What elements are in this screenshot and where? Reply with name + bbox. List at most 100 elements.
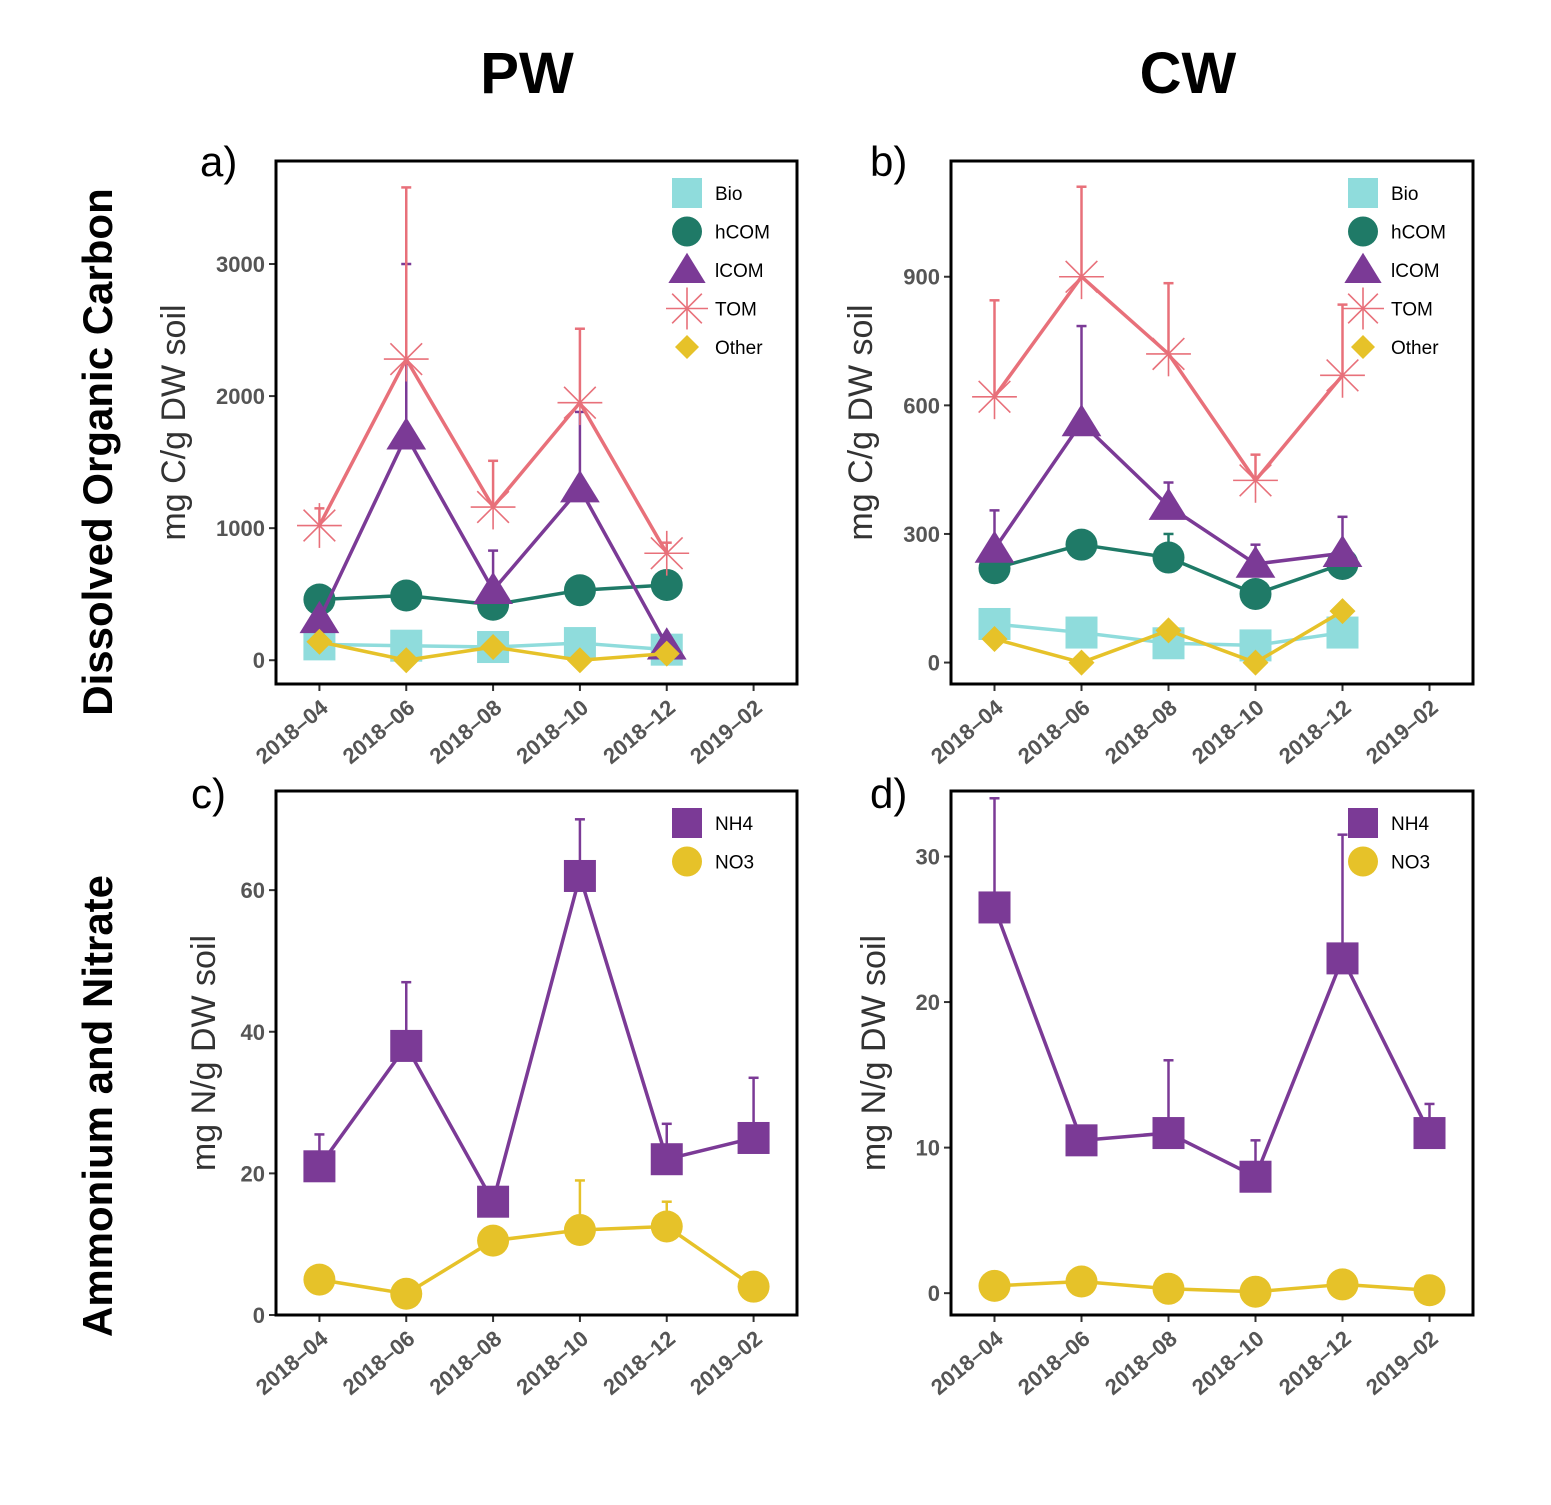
- y-tick-label: 600: [903, 393, 940, 418]
- data-point-lcom: [386, 417, 427, 450]
- series-tom: [297, 186, 690, 576]
- legend-key-other: [1351, 335, 1375, 359]
- y-tick-label: 40: [241, 1020, 265, 1045]
- legend-label: lCOM: [1391, 261, 1440, 282]
- asterisk-stroke: [1152, 337, 1185, 371]
- data-point-tom: [297, 503, 342, 548]
- data-point-nh4: [1152, 1117, 1185, 1150]
- series-lcom: [974, 324, 1363, 578]
- data-point-hcom: [1065, 528, 1098, 561]
- y-tick-label: 20: [916, 990, 940, 1015]
- legend-label: Bio: [715, 184, 742, 205]
- row-title-doc: Dissolved Organic Carbon: [74, 188, 121, 715]
- asterisk-stroke: [1239, 463, 1272, 497]
- data-point-no3: [650, 1210, 683, 1243]
- legend-label: Bio: [1391, 184, 1418, 205]
- x-tick-label: 2018–12: [598, 695, 680, 769]
- asterisk-stroke: [303, 509, 336, 542]
- data-point-other: [480, 634, 507, 661]
- x-tick-label: 2018–04: [926, 694, 1008, 769]
- asterisk-stroke: [978, 380, 1011, 414]
- asterisk-stroke: [1347, 293, 1379, 324]
- legend-label: NH4: [1391, 814, 1429, 835]
- data-point-tom: [383, 336, 429, 382]
- legend-key-tom: [666, 287, 708, 330]
- data-point-nh4: [303, 1150, 336, 1183]
- data-point-nh4: [1065, 1124, 1098, 1157]
- series-other: [306, 628, 680, 674]
- data-point-no3: [477, 1224, 510, 1257]
- y-axis-label: mg C/g DW soil: [842, 304, 880, 540]
- x-tick-label: 2018–10: [1187, 695, 1269, 769]
- legend-key-bio: [1348, 178, 1378, 208]
- data-point-lcom: [1322, 534, 1363, 568]
- data-point-hcom: [650, 568, 683, 601]
- series-line: [319, 1224, 755, 1296]
- series-nh4: [303, 818, 770, 1218]
- series-other: [981, 598, 1356, 676]
- x-tick-label: 2019–02: [685, 695, 767, 769]
- row-title-ammonium-nitrate: Ammonium and Nitrate: [74, 875, 121, 1337]
- data-point-no3: [563, 1214, 596, 1247]
- data-point-no3: [737, 1270, 770, 1303]
- data-point-no3: [1413, 1274, 1446, 1307]
- legend: Bio hCOM lCOM TOM Other: [1342, 178, 1446, 359]
- data-point-lcom: [560, 470, 600, 503]
- legend-label: NO3: [1391, 853, 1430, 874]
- panel-label: d): [870, 770, 907, 817]
- data-point-hcom: [1152, 541, 1185, 574]
- series-hcom: [978, 528, 1359, 610]
- data-point-lcom: [473, 571, 513, 605]
- data-point-nh4: [1239, 1160, 1272, 1193]
- data-point-hcom: [1239, 577, 1272, 610]
- asterisk-stroke: [563, 386, 597, 420]
- legend-key-other: [675, 335, 699, 359]
- data-point-lcom: [974, 530, 1015, 563]
- x-tick-label: 2018–06: [1013, 695, 1095, 769]
- series-nh4: [978, 797, 1446, 1193]
- x-tick-label: 2018–08: [1100, 695, 1182, 769]
- data-point-tom: [644, 530, 690, 576]
- legend-key-hcom: [672, 216, 702, 247]
- legend-label: Other: [1391, 338, 1439, 359]
- panel-label: b): [870, 138, 907, 185]
- y-tick-label: 900: [903, 265, 940, 290]
- data-point-nh4: [737, 1121, 770, 1154]
- legend-key-bio: [672, 178, 702, 208]
- y-tick-label: 0: [253, 648, 265, 673]
- legend-label: hCOM: [715, 223, 770, 244]
- legend-key-lcom: [1344, 252, 1382, 283]
- x-tick-label: 2018–08: [425, 1326, 507, 1400]
- x-tick-label: 2018–10: [1187, 1326, 1269, 1400]
- data-point-other: [566, 647, 593, 674]
- y-axis-label: mg N/g DW soil: [185, 935, 223, 1171]
- plot-frame: [274, 159, 799, 686]
- asterisk-stroke: [650, 536, 684, 570]
- data-point-tom: [1059, 254, 1104, 300]
- legend-label: NO3: [715, 853, 754, 874]
- data-point-other: [653, 640, 680, 667]
- plot-frame: [949, 159, 1475, 686]
- data-point-nh4: [1413, 1117, 1446, 1150]
- series-no3: [978, 1265, 1446, 1308]
- legend-key-tom: [1342, 287, 1384, 330]
- column-title-cw: CW: [1140, 41, 1237, 106]
- y-tick-label: 300: [903, 522, 940, 547]
- x-tick-label: 2018–06: [1013, 1326, 1095, 1400]
- data-point-no3: [390, 1277, 423, 1310]
- legend-label: lCOM: [715, 261, 764, 282]
- y-tick-label: 3000: [216, 252, 265, 277]
- data-point-tom: [1146, 331, 1191, 377]
- panel-label: c): [191, 770, 226, 817]
- legend-label: TOM: [1391, 300, 1433, 321]
- data-point-other: [306, 628, 333, 655]
- legend-label: TOM: [715, 300, 757, 321]
- series-no3: [303, 1179, 770, 1310]
- legend-key-nh4: [1348, 808, 1378, 838]
- x-tick-label: 2018–08: [425, 695, 507, 769]
- x-tick-label: 2018–06: [338, 695, 420, 769]
